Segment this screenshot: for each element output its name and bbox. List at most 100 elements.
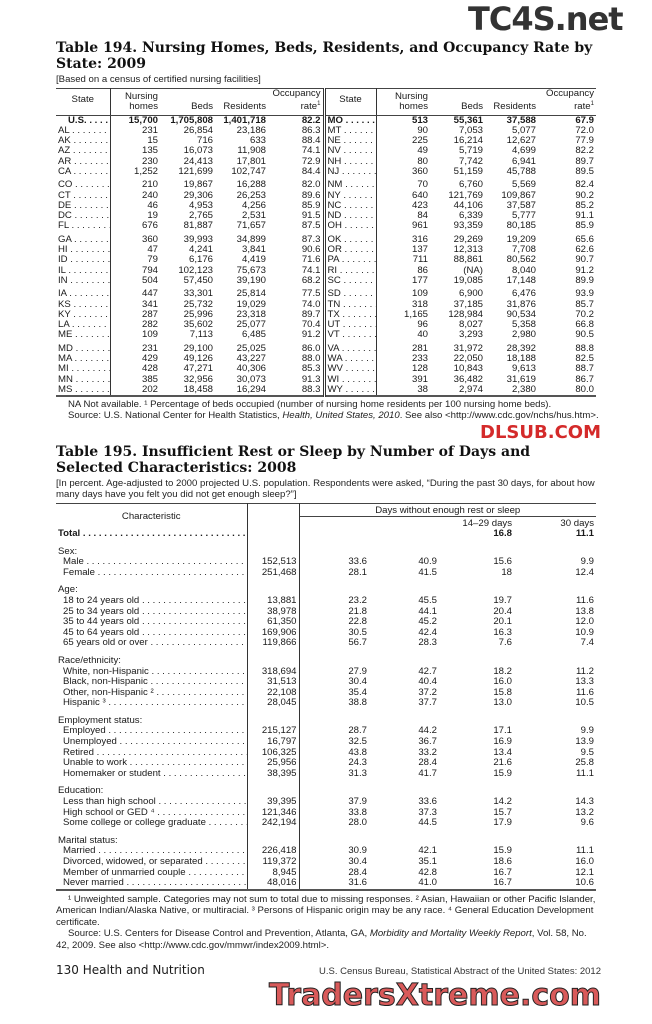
cell-days-col2: 37.7 (418, 698, 437, 709)
section-heading: Age: (56, 585, 248, 596)
empty-cell (439, 716, 514, 727)
cell-beds: 37,185 (453, 299, 483, 310)
cell-state: CT (56, 190, 111, 201)
cell-days-14-29: 18.2 (493, 666, 512, 677)
cell-days-col1: 30.4 (348, 857, 367, 867)
tradersxtreme-watermark: TradersXtreme.com (269, 978, 602, 1014)
cell-beds: 10,843 (453, 364, 483, 375)
source-text: Source: U.S. Centers for Disease Control… (68, 928, 370, 940)
cell-occupancy-rate: 85.7 (575, 299, 594, 310)
section-heading-row: Age: (56, 585, 596, 596)
cell-days-col1: 35.4 (348, 687, 367, 698)
cell-beds: 4,241 (188, 245, 213, 256)
cell-beds: 33,301 (183, 289, 213, 300)
table194-body: U.S.15,7001,705,8081,401,71882.2MO51355,… (56, 115, 596, 396)
cell-occupancy-rate: 77.9 (575, 136, 594, 147)
cell-days-col2: 45.5 (418, 595, 437, 606)
cell-respondents: 38,395 (247, 768, 300, 780)
table195-body: Total 16.8 11.1 Sex:Male152,513 33.6 40.9 15.6… (56, 528, 596, 890)
header-30-days: 30 days (560, 517, 594, 529)
empty-cell (247, 585, 300, 596)
empty-cell (299, 716, 369, 727)
cell-state: DC (56, 211, 111, 222)
table195-note: ¹ Unweighted sample. Categories may not … (56, 893, 596, 928)
cell-beds: 7,742 (458, 156, 483, 167)
cell-state: TN (324, 299, 377, 310)
header-homes-2: Nursing homes (376, 88, 430, 116)
cell-respondents: 8,945 (247, 867, 300, 879)
cell-residents: 3,841 (241, 245, 266, 256)
cell-state: DE (56, 200, 111, 212)
table195: Characteristic Days without enough rest … (56, 502, 596, 891)
cell-days-col1: 31.3 (348, 768, 367, 779)
cell-days-col2: 37.2 (418, 687, 437, 698)
cell-state: RI (324, 265, 377, 276)
cell-days-col2: 37.3 (418, 807, 437, 818)
cell-beds: 47,271 (183, 364, 213, 375)
table194-note: NA Not available. ¹ Percentage of beds o… (68, 398, 552, 410)
table195-source: Source: U.S. Centers for Disease Control… (56, 928, 601, 951)
table194-title: Table 194. Nursing Homes, Beds, Resident… (56, 40, 593, 72)
cell-beds: 25,996 (183, 309, 213, 320)
cell-beds: 7,113 (189, 330, 213, 341)
cell-beds: 12,313 (453, 245, 483, 256)
cell-residents: 17,148 (506, 275, 536, 286)
table-row: Divorced, widowed, or separated119,372 30… (56, 857, 596, 868)
spacer-cell (247, 648, 300, 656)
cell-days-30: 16.0 (575, 857, 594, 867)
spacer-cell (369, 649, 439, 656)
cell-state: ME (56, 330, 111, 341)
footer-row: 130 Health and Nutrition U.S. Census Bur… (56, 963, 601, 977)
cell-nursing-homes: 318 (411, 299, 428, 310)
header-state-2: State (324, 88, 377, 116)
cell-nursing-homes: 961 (411, 221, 428, 232)
cell-beds: 22,050 (453, 354, 483, 365)
cell-respondents: 152,513 (247, 557, 300, 568)
page-footer: 130 Health and Nutrition (56, 963, 205, 978)
cell-days-14-29: 13.0 (493, 698, 512, 709)
cell-beds: 29,306 (183, 190, 213, 201)
cell-occupancy-rate: 89.5 (575, 166, 594, 177)
cell-beds: 5,719 (458, 146, 483, 157)
cell-beds: 6,339 (458, 211, 483, 222)
cell-nursing-homes: 80 (417, 156, 428, 167)
spacer-cell (268, 285, 326, 290)
cell-residents: 1,401,718 (223, 115, 266, 126)
table-row: Never married48,016 31.6 41.0 16.7 10.6 (56, 878, 596, 890)
table-row: Male152,513 33.6 40.9 15.6 9.9 (56, 557, 596, 568)
cell-respondents: 318,694 (247, 666, 300, 678)
cell-days-col1: 28.0 (348, 818, 367, 829)
spacer-cell (268, 231, 326, 235)
header-occupancy: Occupancy rate1 (268, 88, 326, 116)
cell-nursing-homes: 225 (411, 136, 428, 147)
empty-cell (299, 836, 369, 847)
cell-residents: 4,256 (241, 200, 266, 211)
occupancy-label: Occupancy rate (272, 88, 321, 113)
empty-cell (514, 716, 596, 727)
cell-days-col2: 44.5 (418, 818, 437, 829)
section-spacer (56, 828, 596, 836)
cell-nursing-homes: 391 (411, 374, 428, 385)
table-row: 35 to 44 years old61,350 22.8 45.2 20.1 12.0 (56, 617, 596, 628)
spacer-cell (56, 340, 111, 344)
section-heading-row: Marital status: (56, 835, 596, 847)
cell-characteristic: 35 to 44 years old (56, 617, 248, 628)
table-row: Less than high school39,395 37.9 33.6 14.2 1… (56, 797, 596, 808)
cell-state: NY (324, 190, 377, 201)
empty-cell (514, 547, 596, 558)
cell-state: WA (324, 354, 377, 365)
spacer-cell (369, 779, 439, 786)
cell-state: VT (324, 330, 377, 341)
cell-nursing-homes: 15,700 (128, 115, 158, 126)
cell-state: HI (56, 245, 111, 256)
tc4s-watermark: TC4S.net (468, 0, 624, 38)
cell-state: SC (324, 275, 377, 286)
cell-occupancy-rate: 90.5 (575, 330, 594, 341)
spacer-cell (268, 176, 326, 181)
cell-respondents: 226,418 (247, 846, 300, 857)
